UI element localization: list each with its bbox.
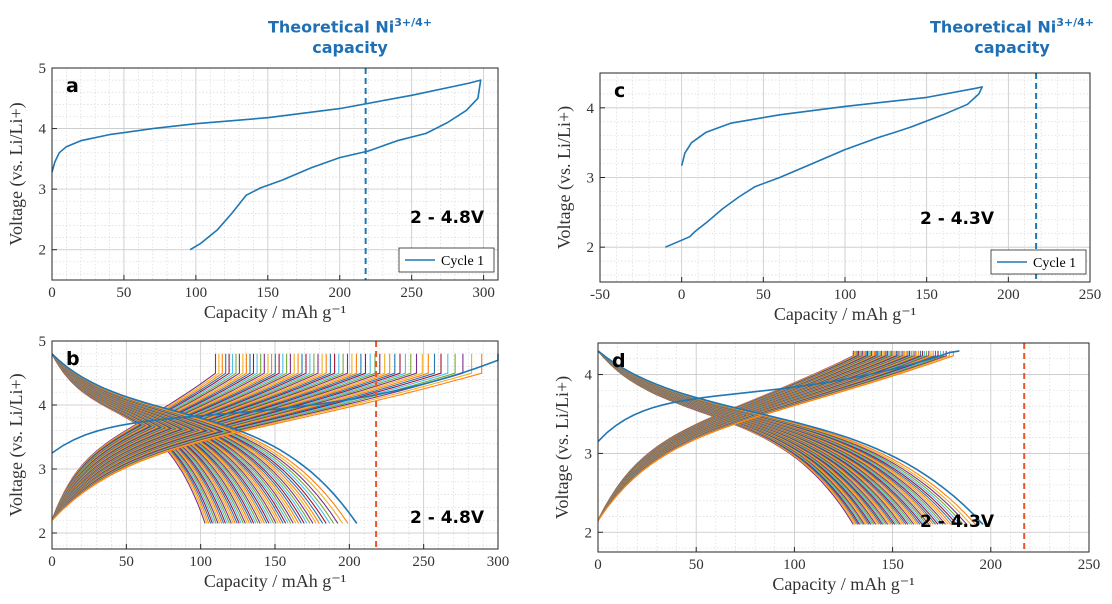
- x-tick-label: 100: [185, 285, 208, 301]
- x-axis-label: Capacity / mAh g⁻¹: [774, 304, 916, 324]
- charge-curve-cycle-4: [51, 353, 464, 521]
- charge-curve-cycle-3: [51, 353, 473, 521]
- y-axis-label: Voltage (vs. Li/Li+): [552, 376, 573, 519]
- legend-entry: Cycle 1: [1033, 256, 1076, 271]
- theoretical-capacity-note-left: Theoretical Ni3+/4+ capacity: [268, 16, 432, 58]
- x-tick-label: 50: [116, 285, 131, 301]
- y-axis-label: Voltage (vs. Li/Li+): [6, 102, 27, 245]
- panel-label: a: [66, 75, 79, 97]
- x-tick-label: 200: [338, 554, 361, 570]
- panel-label: c: [614, 80, 625, 102]
- x-tick-label: 200: [328, 285, 351, 301]
- x-axis-label: Capacity / mAh g⁻¹: [772, 574, 914, 594]
- y-tick-label: 4: [39, 398, 47, 414]
- cycle-lines: [51, 353, 499, 524]
- y-tick-label: 3: [39, 462, 47, 478]
- y-tick-label: 3: [587, 171, 595, 187]
- y-axis-label: Voltage (vs. Li/Li+): [554, 106, 575, 249]
- y-tick-label: 2: [587, 240, 595, 256]
- x-tick-label: 250: [1079, 287, 1102, 303]
- x-tick-label: 150: [881, 557, 904, 573]
- x-tick-label: 150: [264, 554, 287, 570]
- y-tick-label: 5: [39, 61, 47, 77]
- x-tick-label: 300: [472, 285, 495, 301]
- panel-label: b: [66, 348, 80, 370]
- x-tick-label: 150: [915, 287, 938, 303]
- y-tick-label: 4: [585, 368, 593, 384]
- discharge-curve-cycle-1: [597, 350, 984, 525]
- series-line-cycle-1: [664, 86, 983, 248]
- chart-panel-b: 2 - 4.8V 0 50 100 150 200 250 300 2 3 4 5 Capacity /…: [6, 334, 509, 591]
- x-tick-label: 0: [48, 554, 56, 570]
- theoretical-capacity-note-right: Theoretical Ni3+/4+ capacity: [912, 12, 1112, 58]
- x-tick-label: 250: [400, 285, 423, 301]
- chart-panel-d: 2 - 4.3V 0 50 100 150 200 250 2 3 4 Capacity / mAh…: [552, 342, 1101, 594]
- y-tick-label: 2: [585, 525, 593, 541]
- chart-panel-a: Cycle 1 2 - 4.8V 0 50 100 150 200 250 300 2 3 4 5 Cap…: [6, 61, 499, 322]
- y-axis-label: Voltage (vs. Li/Li+): [6, 373, 27, 516]
- plot-frame: [51, 67, 499, 281]
- legend: Cycle 1: [398, 247, 495, 273]
- chart-panel-c: Cycle 1 2 - 4.3V -50 0 50 100 150 200 250 2 3 4 Capa…: [554, 72, 1102, 324]
- x-tick-label: -50: [590, 287, 610, 303]
- voltage-window-label: 2 - 4.3V: [920, 512, 995, 532]
- plot-frame: [597, 342, 1090, 553]
- voltage-window-label: 2 - 4.8V: [410, 508, 485, 528]
- discharge-curve-cycle-1: [51, 353, 358, 524]
- x-tick-label: 100: [783, 557, 806, 573]
- x-tick-label: 0: [678, 287, 686, 303]
- y-tick-label: 3: [39, 182, 47, 198]
- panel-label: d: [612, 350, 626, 372]
- x-tick-label: 250: [1078, 557, 1101, 573]
- x-tick-label: 100: [189, 554, 212, 570]
- y-tick-label: 3: [585, 446, 593, 462]
- x-axis-label: Capacity / mAh g⁻¹: [204, 571, 346, 591]
- capacity-word: capacity: [974, 38, 1050, 58]
- y-tick-label: 2: [39, 526, 47, 542]
- series-line-cycle-1: [51, 79, 482, 251]
- x-tick-label: 100: [834, 287, 857, 303]
- legend-entry: Cycle 1: [441, 254, 484, 269]
- x-tick-label: 250: [412, 554, 435, 570]
- x-tick-label: 50: [756, 287, 771, 303]
- y-tick-label: 2: [39, 243, 47, 259]
- x-tick-label: 50: [689, 557, 704, 573]
- charge-curve-cycle-1: [597, 350, 960, 443]
- charge-curve-cycle-2: [51, 353, 483, 521]
- voltage-window-label: 2 - 4.3V: [920, 209, 995, 229]
- x-axis-label: Capacity / mAh g⁻¹: [204, 302, 346, 322]
- x-tick-label: 300: [487, 554, 510, 570]
- charge-curve-cycle-1: [51, 353, 499, 454]
- x-tick-label: 0: [594, 557, 602, 573]
- charge-curve-cycle-2: [597, 350, 954, 521]
- x-tick-label: 0: [48, 285, 56, 301]
- x-tick-label: 200: [980, 557, 1003, 573]
- voltage-window-label: 2 - 4.8V: [410, 208, 485, 228]
- x-tick-label: 200: [997, 287, 1020, 303]
- y-tick-label: 4: [587, 101, 595, 117]
- cycle-lines: [597, 350, 984, 525]
- y-tick-label: 5: [39, 334, 47, 350]
- x-tick-label: 150: [257, 285, 280, 301]
- x-tick-label: 50: [119, 554, 134, 570]
- legend: Cycle 1: [990, 249, 1087, 275]
- y-tick-label: 4: [39, 122, 47, 138]
